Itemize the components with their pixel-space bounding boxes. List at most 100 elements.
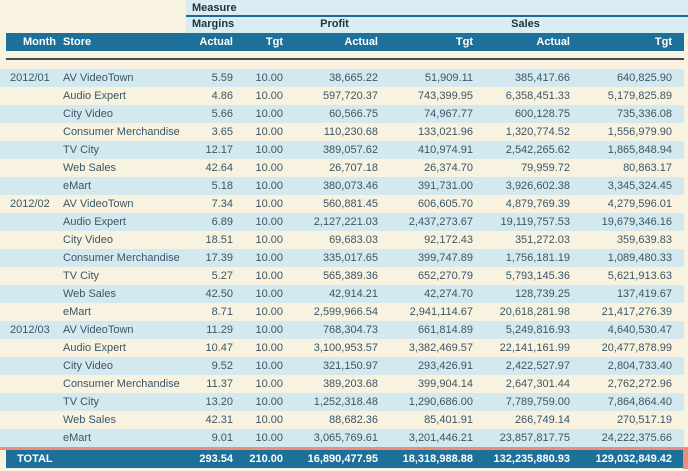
month-cell <box>0 105 60 123</box>
table-row: TV City 13.20 10.00 1,252,318.48 1,290,686.0… <box>0 393 684 411</box>
margins-tgt-cell: 10.00 <box>255 144 283 156</box>
margins-tgt-cell: 10.00 <box>255 324 283 336</box>
sales-tgt-cell: 640,825.90 <box>616 72 672 84</box>
profit-tgt-cell: 1,290,686.00 <box>408 396 473 408</box>
profit-actual-cell: 2,599,966.54 <box>313 306 378 318</box>
margins-actual-cell: 10.47 <box>205 342 233 354</box>
month-cell <box>0 375 60 393</box>
margins-actual-cell: 13.20 <box>205 396 233 408</box>
col-header-margins-tgt[interactable]: Tgt <box>265 36 283 48</box>
col-header-store[interactable]: Store <box>63 36 92 48</box>
col-header-sales-tgt[interactable]: Tgt <box>654 36 672 48</box>
sales-tgt-cell: 20,477,878.99 <box>601 342 672 354</box>
total-sales-actual: 132,235,880.93 <box>493 453 570 465</box>
sales-tgt-cell: 1,865,848.94 <box>607 144 672 156</box>
profit-actual-cell: 2,127,221.03 <box>313 216 378 228</box>
sales-actual-cell: 20,618,281.98 <box>499 306 570 318</box>
margins-tgt-cell: 10.00 <box>255 162 283 174</box>
margins-tgt-cell: 10.00 <box>255 288 283 300</box>
store-cell: AV VideoTown <box>63 324 134 336</box>
month-cell <box>0 303 60 321</box>
col-header-profit-tgt[interactable]: Tgt <box>455 36 473 48</box>
col-header-margins-actual[interactable]: Actual <box>199 36 233 48</box>
profit-actual-cell: 380,073.46 <box>322 180 378 192</box>
sales-actual-cell: 19,119,757.53 <box>500 216 570 228</box>
sales-actual-cell: 4,879,769.39 <box>505 198 570 210</box>
table-row: eMart 5.18 10.00 380,073.46 391,731.00 3,926,… <box>0 177 684 195</box>
table-row: Consumer Merchandise 11.37 10.00 389,203.68… <box>0 375 684 393</box>
table-row: City Video 18.51 10.00 69,683.03 92,172.43 35… <box>0 231 684 249</box>
margins-tgt-cell: 10.00 <box>255 108 283 120</box>
sales-actual-cell: 2,542,265.62 <box>505 144 570 156</box>
sales-actual-cell: 2,422,527.97 <box>505 360 570 372</box>
sales-actual-cell: 351,272.03 <box>514 234 570 246</box>
margins-tgt-cell: 10.00 <box>255 252 283 264</box>
col-header-sales-actual[interactable]: Actual <box>536 36 570 48</box>
store-cell: Audio Expert <box>63 342 126 354</box>
sales-tgt-cell: 2,762,272.96 <box>607 378 672 390</box>
profit-tgt-cell: 51,909.11 <box>424 72 473 84</box>
month-cell: 2012/01 <box>10 72 50 84</box>
margins-actual-cell: 5.59 <box>211 72 233 84</box>
col-header-profit-actual[interactable]: Actual <box>344 36 378 48</box>
month-cell <box>0 285 60 303</box>
margins-tgt-cell: 10.00 <box>255 126 283 138</box>
table-row: Consumer Merchandise 17.39 10.00 335,017.65… <box>0 249 684 267</box>
profit-actual-cell: 1,252,318.48 <box>313 396 378 408</box>
table-row: Audio Expert 4.86 10.00 597,720.37 743,399.9… <box>0 87 684 105</box>
measure-label: Measure <box>192 2 237 14</box>
margins-actual-cell: 8.71 <box>211 306 233 318</box>
sales-actual-cell: 600,128.75 <box>514 108 570 120</box>
month-cell <box>0 249 60 267</box>
month-cell: 2012/02 <box>10 198 50 210</box>
month-cell <box>0 339 60 357</box>
col-header-month[interactable]: Month <box>23 36 56 48</box>
store-cell: City Video <box>63 108 113 120</box>
profit-tgt-cell: 2,941,114.67 <box>409 306 473 318</box>
margins-actual-cell: 42.31 <box>205 414 233 426</box>
store-cell: TV City <box>63 144 100 156</box>
sales-actual-cell: 3,926,602.38 <box>505 180 570 192</box>
store-cell: Audio Expert <box>63 90 126 102</box>
table-row: eMart 8.71 10.00 2,599,966.54 2,941,114.67 20… <box>0 303 684 321</box>
month-cell <box>0 87 60 105</box>
store-cell: Web Sales <box>63 162 116 174</box>
margins-actual-cell: 42.64 <box>205 162 233 174</box>
group-label-sales: Sales <box>511 18 540 30</box>
month-cell <box>0 267 60 285</box>
margins-tgt-cell: 10.00 <box>255 414 283 426</box>
total-sales-tgt: 129,032,849.42 <box>595 453 672 465</box>
profit-actual-cell: 335,017.65 <box>322 252 378 264</box>
store-cell: City Video <box>63 360 113 372</box>
profit-actual-cell: 3,065,769.61 <box>313 432 378 444</box>
margins-tgt-cell: 10.00 <box>255 90 283 102</box>
month-cell <box>0 231 60 249</box>
profit-actual-cell: 42,914.21 <box>329 288 378 300</box>
sales-tgt-cell: 5,621,913.63 <box>607 270 672 282</box>
margins-actual-cell: 6.89 <box>211 216 233 228</box>
profit-tgt-cell: 661,814.89 <box>417 324 473 336</box>
margins-tgt-cell: 10.00 <box>255 342 283 354</box>
sales-actual-cell: 7,789,759.00 <box>505 396 570 408</box>
total-row: TOTAL 293.54 210.00 16,890,477.95 18,318… <box>6 450 684 468</box>
store-cell: eMart <box>63 180 92 192</box>
month-cell <box>0 141 60 159</box>
margins-tgt-cell: 10.00 <box>255 72 283 84</box>
profit-tgt-cell: 743,399.95 <box>417 90 473 102</box>
profit-actual-cell: 69,683.03 <box>329 234 378 246</box>
profit-actual-cell: 389,057.62 <box>322 144 378 156</box>
margins-actual-cell: 7.34 <box>211 198 233 210</box>
sales-tgt-cell: 735,336.08 <box>616 108 672 120</box>
store-cell: AV VideoTown <box>63 72 134 84</box>
table-row: Audio Expert 6.89 10.00 2,127,221.03 2,437,2… <box>0 213 684 231</box>
store-cell: Consumer Merchandise <box>63 252 180 264</box>
sales-actual-cell: 2,647,301.44 <box>505 378 570 390</box>
profit-actual-cell: 768,304.73 <box>322 324 378 336</box>
sales-actual-cell: 128,739.25 <box>514 288 570 300</box>
table-row: TV City 12.17 10.00 389,057.62 410,974.91 2,5… <box>0 141 684 159</box>
table-row: Web Sales 42.64 10.00 26,707.18 26,374.70 79,… <box>0 159 684 177</box>
profit-tgt-cell: 399,747.89 <box>417 252 473 264</box>
profit-actual-cell: 60,566.75 <box>329 108 378 120</box>
margins-actual-cell: 5.66 <box>211 108 233 120</box>
